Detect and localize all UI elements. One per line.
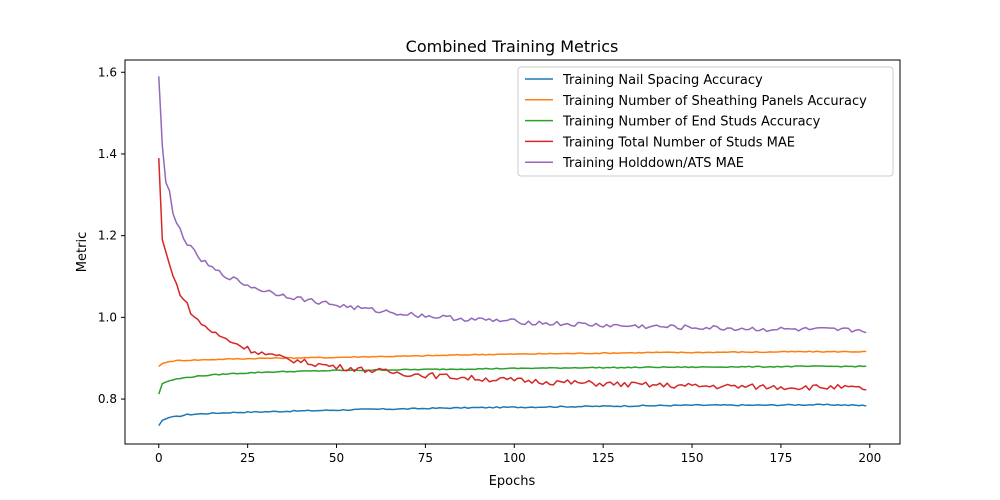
plot-frame bbox=[124, 59, 901, 445]
x-axis-ticks: 0 25 50 75 100 125 150 175 200 bbox=[155, 444, 881, 465]
legend-label: Training Total Number of Studs MAE bbox=[562, 135, 795, 150]
y-tick-label: 1.6 bbox=[98, 65, 117, 79]
y-tick-label: 1.2 bbox=[98, 229, 117, 243]
x-tick-label: 75 bbox=[418, 451, 433, 465]
legend-label: Training Nail Spacing Accuracy bbox=[562, 73, 763, 88]
series-line bbox=[158, 350, 867, 367]
series-line bbox=[158, 403, 867, 427]
x-tick-label: 125 bbox=[592, 451, 615, 465]
y-axis-ticks: 0.8 1.0 1.2 1.4 1.6 bbox=[98, 65, 125, 406]
x-axis-label: Epochs bbox=[489, 474, 536, 489]
x-tick-label: 200 bbox=[858, 451, 881, 465]
x-tick-label: 100 bbox=[503, 451, 526, 465]
series-line bbox=[158, 76, 867, 334]
series-line bbox=[158, 158, 867, 391]
y-tick-label: 1.0 bbox=[98, 310, 117, 324]
legend-box bbox=[517, 66, 894, 177]
legend: Training Nail Spacing Accuracy Training N… bbox=[517, 66, 894, 177]
legend-label: Training Number of End Studs Accuracy bbox=[562, 115, 821, 130]
series-lines bbox=[158, 76, 867, 427]
x-tick-label: 175 bbox=[769, 451, 792, 465]
y-axis-label: Metric bbox=[75, 232, 90, 272]
x-tick-label: 25 bbox=[240, 451, 255, 465]
y-tick-label: 0.8 bbox=[98, 392, 117, 406]
chart-title: Combined Training Metrics bbox=[406, 37, 619, 56]
legend-label: Training Number of Sheathing Panels Accu… bbox=[562, 94, 867, 109]
series-line bbox=[158, 365, 867, 395]
y-tick-label: 1.4 bbox=[98, 147, 117, 161]
legend-label: Training Holddown/ATS MAE bbox=[562, 156, 744, 171]
x-tick-label: 0 bbox=[155, 451, 163, 465]
x-tick-label: 50 bbox=[329, 451, 344, 465]
x-tick-label: 150 bbox=[681, 451, 704, 465]
